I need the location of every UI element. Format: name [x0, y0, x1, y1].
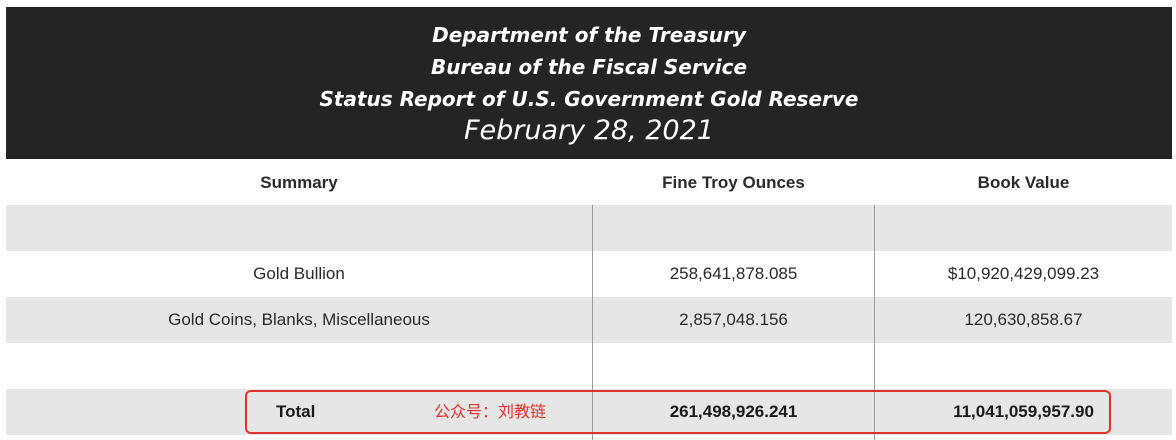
- table-row: [6, 343, 1172, 389]
- department-title: Department of the Treasury: [432, 23, 746, 47]
- total-label: Total: [276, 402, 316, 421]
- watermark-text: 公众号：刘教链: [434, 402, 547, 421]
- ounces-cell: 2,857,048.156: [679, 310, 788, 329]
- total-row: Total 公众号：刘教链 261,498,926.241 11,041,059…: [6, 389, 1172, 435]
- column-header-fine-troy-ounces: Fine Troy Ounces: [662, 173, 805, 192]
- column-divider: [874, 205, 875, 440]
- column-header-book-value: Book Value: [977, 173, 1070, 192]
- report-header-banner: Department of the Treasury Bureau of the…: [6, 7, 1172, 159]
- total-highlight-box: [245, 390, 1111, 434]
- table-row: Gold Bullion 258,641,878.085 $10,920,429…: [6, 251, 1172, 297]
- ounces-cell: [593, 343, 874, 389]
- total-ounces-cell: 261,498,926.241: [669, 402, 798, 421]
- bureau-title: Bureau of the Fiscal Service: [430, 55, 748, 79]
- ounces-cell: 258,641,878.085: [669, 264, 798, 283]
- summary-cell: Gold Bullion: [253, 264, 345, 283]
- column-divider: [592, 205, 593, 440]
- summary-cell: Gold Coins, Blanks, Miscellaneous: [168, 310, 430, 329]
- table-row: Gold Coins, Blanks, Miscellaneous 2,857,…: [6, 297, 1172, 343]
- table-row: [6, 205, 1172, 251]
- summary-cell: [6, 343, 592, 389]
- summary-cell: [6, 205, 592, 251]
- value-cell: 120,630,858.67: [964, 310, 1083, 329]
- ounces-cell: [593, 205, 874, 251]
- value-cell: [875, 205, 1172, 251]
- column-header-summary: Summary: [260, 173, 338, 192]
- value-cell: [875, 343, 1172, 389]
- report-date: February 28, 2021: [464, 115, 714, 146]
- report-title: Status Report of U.S. Government Gold Re…: [319, 87, 859, 111]
- table-header: Summary Fine Troy Ounces Book Value: [6, 160, 1172, 205]
- value-cell: $10,920,429,099.23: [947, 264, 1100, 283]
- total-value-cell: 11,041,059,957.90: [953, 402, 1094, 421]
